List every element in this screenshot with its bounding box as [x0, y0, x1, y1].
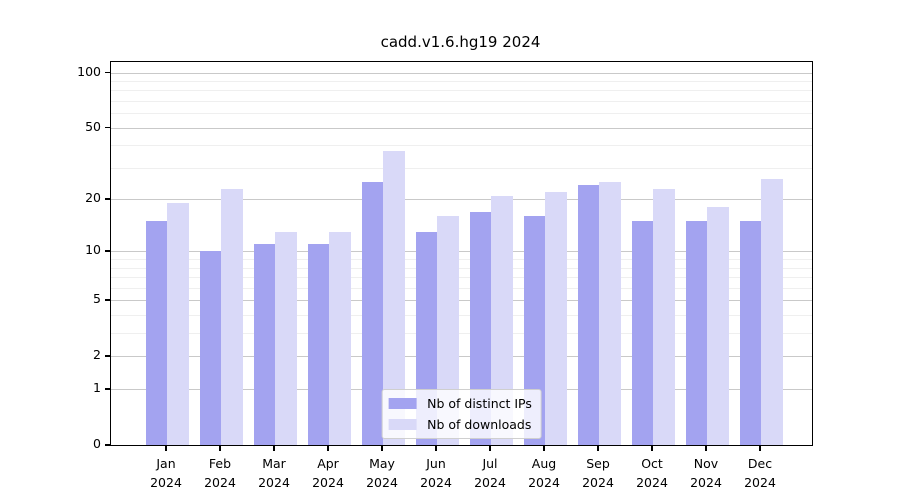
gridline-100 — [111, 72, 812, 74]
x-tick-mark-jul — [489, 446, 491, 451]
bar-downloads-sep — [599, 182, 621, 445]
x-tick-mark-apr — [327, 446, 329, 451]
x-tick-mark-sep — [597, 446, 599, 451]
gridline-minor-90 — [111, 80, 812, 82]
x-tick-mark-nov — [705, 446, 707, 451]
bar-downloads-feb — [221, 188, 243, 445]
y-tick-label-0: 0 — [93, 436, 101, 451]
gridline-minor-40 — [111, 145, 812, 147]
bar-distinct-ips-dec — [739, 221, 761, 445]
gridline-10 — [111, 251, 812, 253]
bar-distinct-ips-nov — [685, 221, 707, 445]
x-tick-mark-may — [381, 446, 383, 451]
x-tick-label-jul: Jul 2024 — [474, 456, 506, 491]
x-tick-mark-mar — [273, 446, 275, 451]
gridline-minor-70 — [111, 100, 812, 102]
gridline-minor-8 — [111, 267, 812, 269]
legend-row-distinct-ips: Nb of distinct IPs — [388, 396, 532, 411]
x-tick-label-dec: Dec 2024 — [744, 456, 776, 491]
x-tick-label-jun: Jun 2024 — [420, 456, 452, 491]
y-tick-mark-1 — [105, 388, 110, 390]
bar-distinct-ips-feb — [199, 251, 221, 445]
x-tick-mark-jun — [435, 446, 437, 451]
x-tick-mark-jan — [165, 446, 167, 451]
x-tick-mark-feb — [219, 446, 221, 451]
x-tick-label-sep: Sep 2024 — [582, 456, 614, 491]
gridline-minor-60 — [111, 113, 812, 115]
bar-distinct-ips-mar — [253, 244, 275, 445]
legend-label-downloads: Nb of downloads — [427, 417, 532, 432]
y-tick-label-5: 5 — [93, 291, 101, 307]
gridline-2 — [111, 356, 812, 358]
gridline-5 — [111, 300, 812, 302]
y-tick-label-10: 10 — [85, 242, 101, 258]
bar-downloads-jun — [437, 216, 459, 445]
y-tick-label-100: 100 — [77, 63, 101, 79]
bar-downloads-oct — [653, 188, 675, 445]
bar-downloads-nov — [707, 207, 729, 445]
x-tick-label-apr: Apr 2024 — [312, 456, 344, 491]
x-tick-label-feb: Feb 2024 — [204, 456, 236, 491]
bar-distinct-ips-jul — [469, 211, 491, 445]
legend-row-downloads: Nb of downloads — [388, 417, 532, 432]
bar-distinct-ips-apr — [307, 244, 329, 445]
y-tick-label-1: 1 — [93, 380, 101, 396]
gridline-minor-4 — [111, 315, 812, 317]
legend-label-distinct-ips: Nb of distinct IPs — [427, 396, 532, 411]
x-tick-label-jan: Jan 2024 — [150, 456, 182, 491]
x-tick-mark-oct — [651, 446, 653, 451]
legend: Nb of distinct IPs Nb of downloads — [381, 389, 542, 439]
legend-swatch-downloads — [388, 419, 417, 430]
gridline-minor-80 — [111, 90, 812, 92]
y-tick-label-20: 20 — [85, 190, 101, 206]
gridline-minor-9 — [111, 259, 812, 261]
bar-downloads-dec — [761, 179, 783, 445]
gridline-minor-6 — [111, 287, 812, 289]
bar-distinct-ips-oct — [631, 221, 653, 445]
bar-downloads-mar — [275, 232, 297, 445]
y-tick-mark-5 — [105, 299, 110, 301]
x-tick-mark-dec — [759, 446, 761, 451]
y-tick-mark-0 — [105, 444, 110, 446]
bar-downloads-apr — [329, 232, 351, 445]
chart-title: cadd.v1.6.hg19 2024 — [380, 33, 541, 51]
bar-downloads-aug — [545, 191, 567, 445]
gridline-20 — [111, 199, 812, 201]
gridline-50 — [111, 127, 812, 129]
y-tick-label-2: 2 — [93, 347, 101, 363]
bar-downloads-jan — [167, 203, 189, 445]
bar-downloads-may — [383, 151, 405, 445]
y-tick-mark-10 — [105, 250, 110, 252]
y-tick-mark-20 — [105, 198, 110, 200]
x-tick-label-nov: Nov 2024 — [690, 456, 722, 491]
x-tick-mark-aug — [543, 446, 545, 451]
x-tick-label-mar: Mar 2024 — [258, 456, 290, 491]
x-tick-label-aug: Aug 2024 — [528, 456, 560, 491]
bar-distinct-ips-jan — [145, 221, 167, 445]
y-tick-mark-100 — [105, 71, 110, 73]
y-tick-mark-50 — [105, 126, 110, 129]
gridline-minor-7 — [111, 277, 812, 279]
y-tick-label-50: 50 — [85, 118, 101, 134]
bar-distinct-ips-sep — [577, 185, 599, 445]
bar-distinct-ips-may — [361, 182, 383, 445]
bar-downloads-jul — [491, 195, 513, 445]
bar-distinct-ips-aug — [523, 216, 545, 445]
plot-area: Nb of distinct IPs Nb of downloads — [110, 61, 813, 446]
x-tick-label-oct: Oct 2024 — [636, 456, 668, 491]
x-tick-label-may: May 2024 — [366, 456, 398, 491]
gridline-minor-3 — [111, 333, 812, 335]
legend-swatch-distinct-ips — [388, 398, 417, 409]
gridline-minor-30 — [111, 167, 812, 169]
y-tick-mark-2 — [105, 355, 110, 357]
